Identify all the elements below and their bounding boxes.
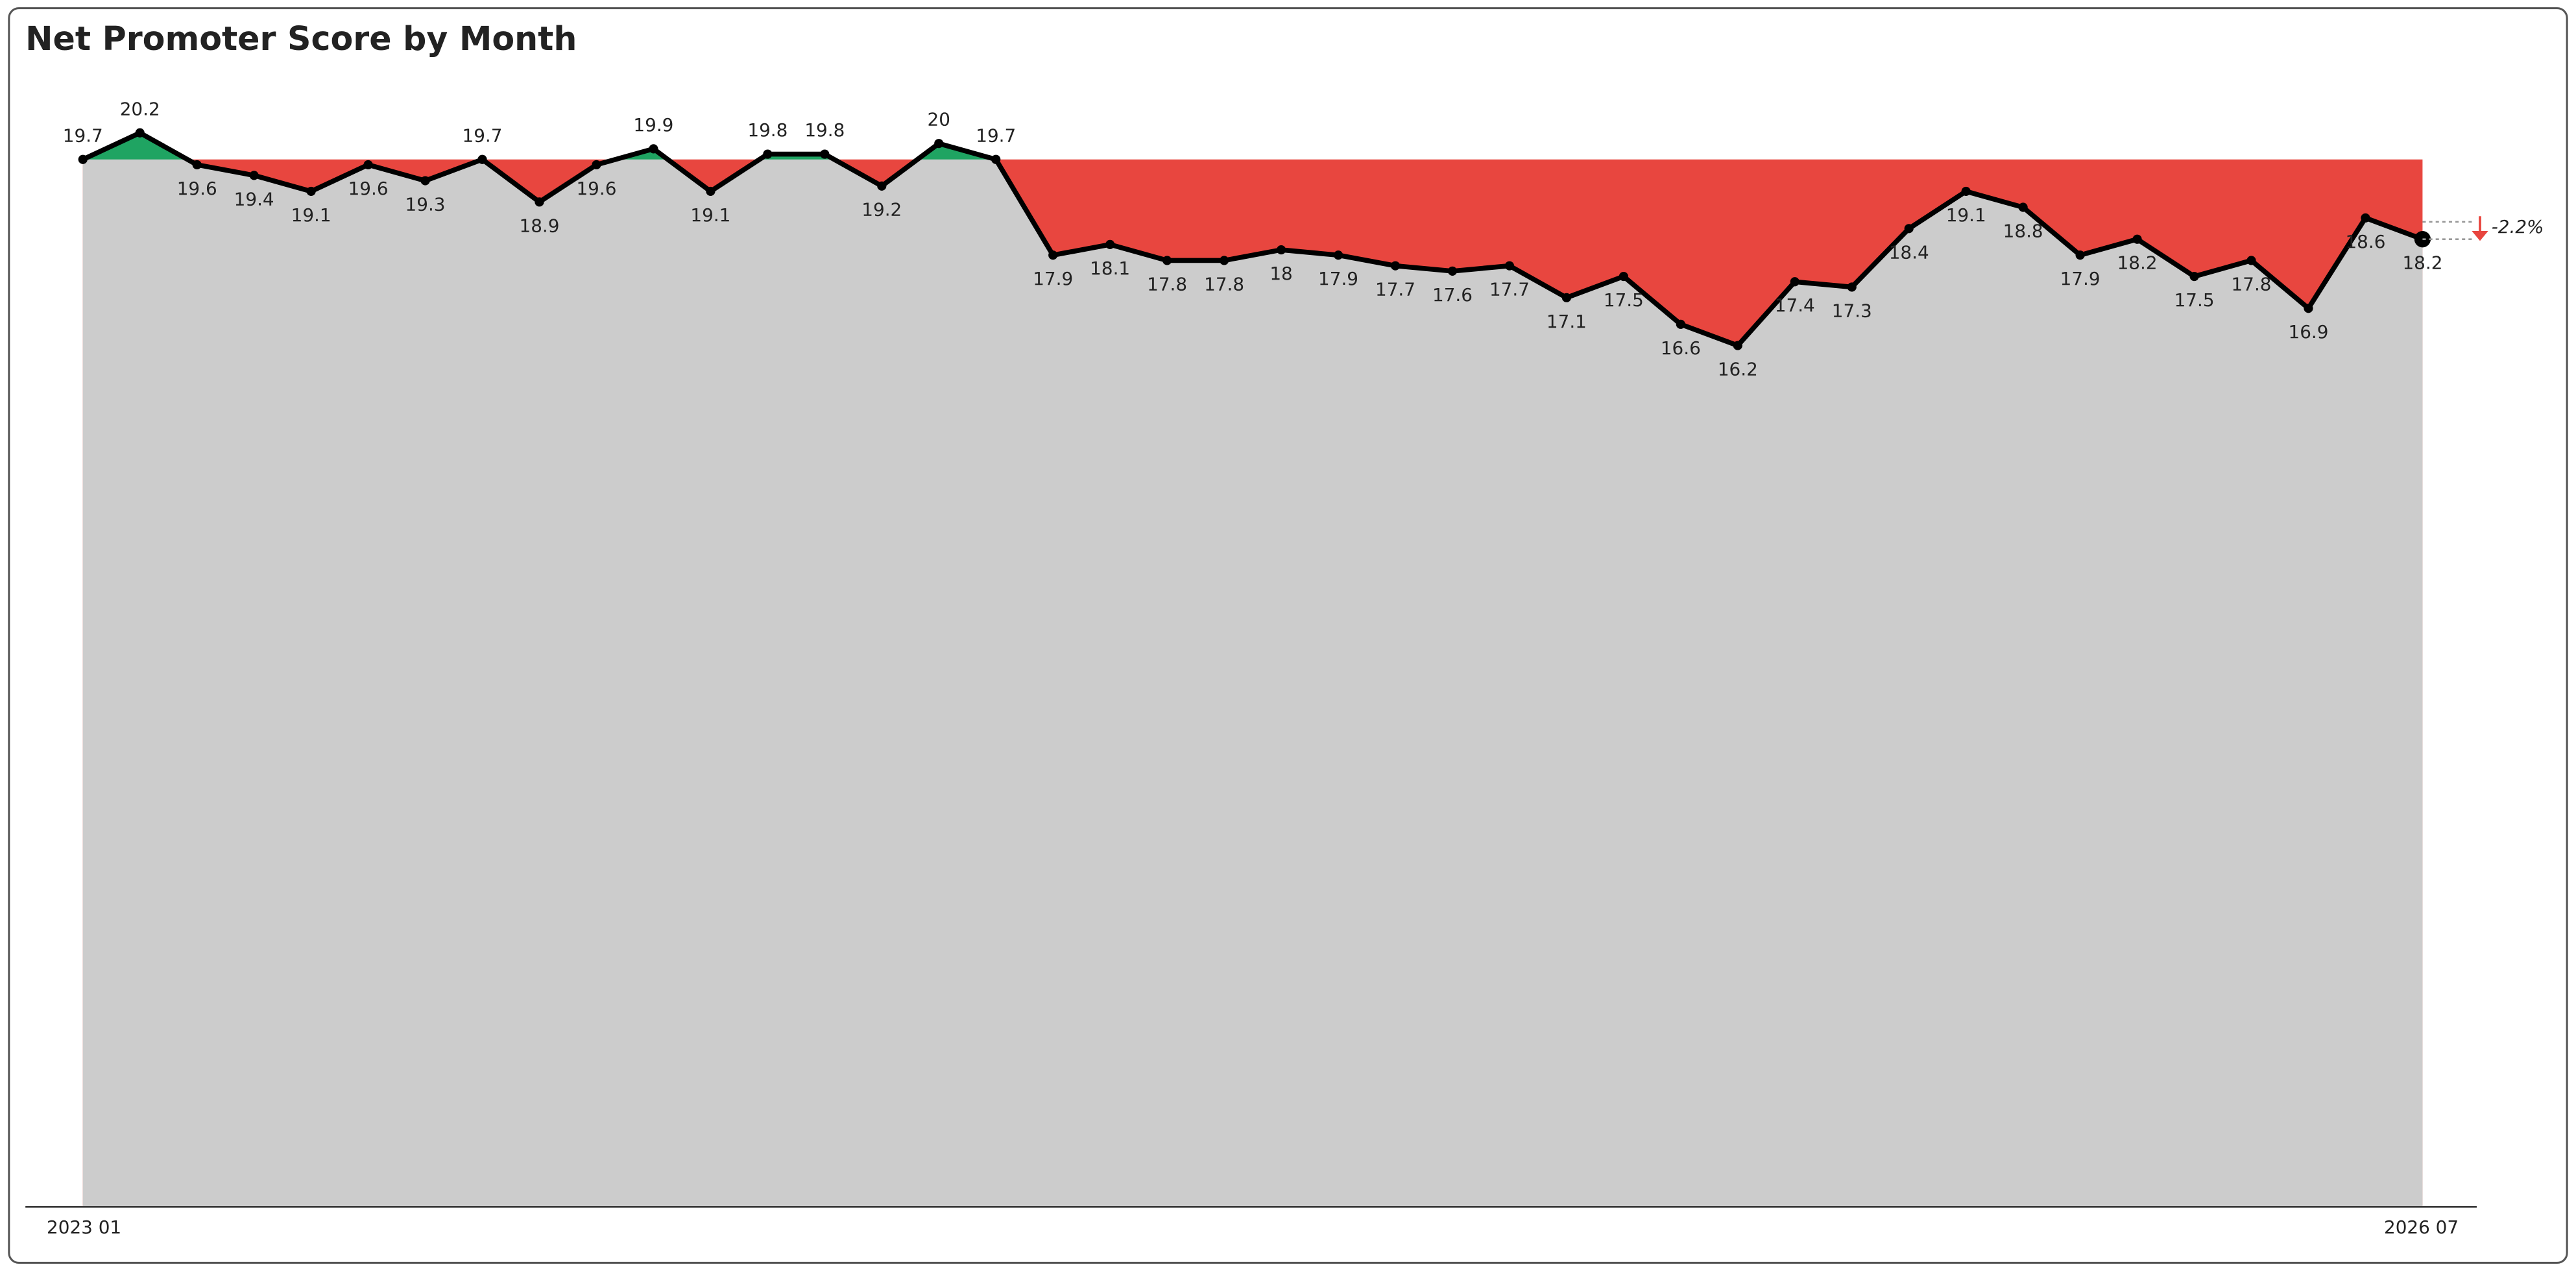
data-label: 18.1	[1090, 258, 1130, 279]
data-label: 20	[928, 109, 950, 130]
data-label: 19.8	[747, 119, 788, 141]
data-label: 18.2	[2117, 252, 2158, 274]
point	[1276, 245, 1286, 255]
point	[1961, 186, 1971, 197]
point	[1561, 293, 1571, 302]
data-label: 18.6	[2345, 231, 2385, 252]
point	[934, 139, 944, 149]
data-label: 19.6	[348, 178, 389, 199]
point	[420, 176, 430, 186]
point	[2246, 256, 2256, 265]
point	[2304, 304, 2313, 313]
data-label: 19.7	[976, 125, 1016, 146]
data-label: 17.9	[2060, 268, 2101, 289]
data-label: 19.9	[633, 114, 673, 136]
data-label: 19.6	[177, 178, 217, 199]
data-label: 17.4	[1775, 295, 1815, 316]
point	[249, 171, 259, 180]
point	[135, 128, 145, 138]
data-label: 17.5	[2174, 289, 2215, 311]
point	[1220, 256, 1229, 265]
point	[2018, 202, 2028, 212]
point	[2189, 271, 2199, 282]
point	[1447, 266, 1458, 276]
point	[1790, 277, 1800, 287]
data-label: 17.9	[1318, 268, 1358, 289]
above-area	[82, 132, 996, 160]
data-label: 18.2	[2402, 252, 2442, 274]
point	[78, 154, 88, 164]
data-label: 17.8	[2232, 273, 2272, 295]
chart-title: Net Promoter Score by Month	[25, 19, 577, 58]
point	[1733, 341, 1742, 350]
point	[1390, 261, 1401, 271]
x-tick-label: 2023 01	[47, 1217, 121, 1238]
point	[1105, 239, 1115, 249]
point	[2361, 213, 2370, 223]
data-label: 16.2	[1718, 359, 1758, 380]
point	[649, 144, 658, 154]
point	[820, 149, 830, 159]
data-label: 17.1	[1547, 311, 1587, 332]
area	[82, 132, 2423, 1207]
data-label: 17.9	[1033, 268, 1073, 289]
data-label: 17.5	[1604, 289, 1644, 311]
data-label: 19.4	[234, 188, 274, 210]
point	[1676, 319, 1685, 329]
point	[706, 186, 716, 197]
point	[1333, 250, 1343, 260]
data-label: 18.8	[2003, 220, 2043, 241]
point	[2132, 234, 2142, 244]
data-label: 17.6	[1432, 284, 1473, 306]
data-label: 19.3	[405, 193, 446, 215]
data-label: 18	[1270, 263, 1292, 284]
data-label: 18.4	[1889, 241, 1929, 263]
data-label: 19.8	[804, 119, 845, 141]
data-label: 16.9	[2289, 321, 2329, 343]
annotation: -2.2%	[2492, 216, 2544, 237]
data-label: 19.7	[463, 125, 503, 146]
x-tick-label: 2026 07	[2384, 1217, 2459, 1238]
point	[1847, 282, 1857, 292]
data-label: 19.1	[690, 204, 730, 226]
point	[1048, 250, 1058, 260]
data-label: 17.8	[1147, 273, 1187, 295]
data-label: 19.1	[291, 204, 331, 226]
point	[1904, 224, 1914, 234]
point	[2075, 250, 2085, 260]
point	[991, 154, 1001, 164]
line	[82, 130, 2424, 348]
data-label: 19.6	[576, 178, 616, 199]
data-label: 17.3	[1832, 300, 1872, 321]
arrow-head	[2472, 231, 2488, 241]
data-label: 20.2	[120, 98, 160, 119]
data-label: 19.2	[861, 199, 902, 221]
data-label: 18.9	[519, 215, 559, 236]
point	[1619, 271, 1628, 282]
point	[535, 197, 544, 207]
point	[1162, 256, 1172, 265]
point	[877, 181, 887, 191]
data-label: 19.1	[1946, 204, 1986, 226]
point	[763, 149, 773, 159]
point	[1504, 261, 1515, 271]
data-label: 17.8	[1204, 273, 1244, 295]
point	[192, 160, 202, 170]
data-label: 17.7	[1489, 279, 1530, 300]
point	[363, 160, 373, 170]
point	[477, 154, 487, 164]
data-label: 19.7	[63, 125, 103, 146]
data-label: 17.7	[1375, 279, 1415, 300]
point	[306, 186, 316, 197]
data-label: 16.6	[1661, 337, 1701, 359]
point	[592, 160, 601, 170]
